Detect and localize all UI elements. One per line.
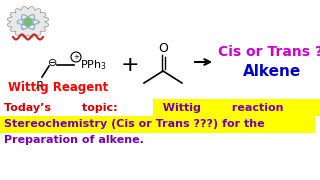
- Text: Preparation of alkene.: Preparation of alkene.: [4, 135, 144, 145]
- Text: PPh$_3$: PPh$_3$: [80, 58, 107, 72]
- Text: Wittig Reagent: Wittig Reagent: [8, 82, 108, 94]
- FancyBboxPatch shape: [153, 99, 320, 116]
- Text: Alkene: Alkene: [243, 64, 301, 80]
- Text: +: +: [121, 55, 139, 75]
- Text: $\ominus$: $\ominus$: [47, 57, 57, 69]
- Text: Today’s        topic:: Today’s topic:: [4, 103, 125, 113]
- Text: Stereochemistry (Cis or Trans ???) for the: Stereochemistry (Cis or Trans ???) for t…: [4, 119, 265, 129]
- Text: O: O: [158, 42, 168, 55]
- Text: R: R: [36, 81, 44, 91]
- FancyBboxPatch shape: [0, 116, 315, 133]
- Text: Cis or Trans ?: Cis or Trans ?: [218, 45, 320, 59]
- Text: Wittig        reaction: Wittig reaction: [155, 103, 284, 113]
- Polygon shape: [7, 6, 49, 37]
- Text: +: +: [73, 54, 79, 60]
- Circle shape: [24, 18, 32, 26]
